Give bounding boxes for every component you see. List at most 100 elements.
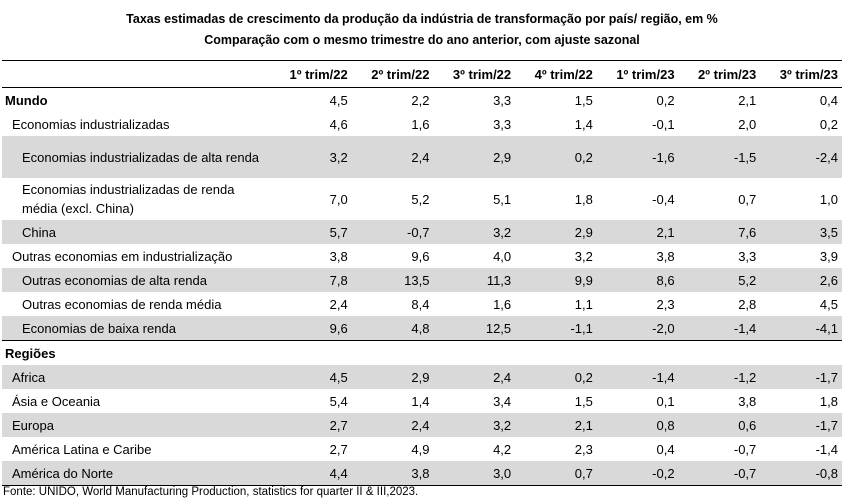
table-row: América do Norte 4,4 3,8 3,0 0,7 -0,2 -0,7 -0,8 — [2, 461, 842, 486]
value-cell: 8,4 — [411, 296, 430, 312]
table-row: Mundo 4,5 2,2 3,3 1,5 0,2 2,1 0,4 — [2, 88, 842, 113]
value-cell — [270, 340, 352, 365]
table-row: Economias de baixa renda 9,6 4,8 12,5 -1,1 -2… — [2, 316, 842, 341]
value-cell: 2,0 — [738, 116, 757, 132]
value-cell: 1,6 — [411, 116, 430, 132]
value-cell: 1,6 — [493, 296, 512, 312]
column-header: 3º trim/22 — [452, 66, 512, 82]
value-cell: 0,6 — [678, 413, 761, 437]
value-cell: 5,7 — [270, 220, 352, 244]
value-cell: 3,3 — [493, 92, 512, 108]
value-cell: 1,1 — [574, 296, 593, 312]
row-label: Outras economias em industrialização — [12, 248, 233, 264]
value-cell: 3,8 — [329, 248, 348, 264]
table-title: Taxas estimadas de crescimento da produç… — [126, 12, 718, 26]
value-cell: 2,7 — [329, 441, 348, 457]
row-label: Economias industrializadas de alta renda — [2, 136, 271, 178]
row-label: Regiões — [2, 340, 271, 365]
value-cell: 4,2 — [493, 441, 512, 457]
value-cell: 3,2 — [574, 248, 593, 264]
value-cell: 4,8 — [351, 316, 434, 341]
value-cell: 0,4 — [819, 92, 838, 108]
value-cell: 0,7 — [738, 191, 757, 207]
table-subtitle: Comparação com o mesmo trimestre do ano … — [204, 33, 640, 47]
value-cell: 1,8 — [819, 393, 838, 409]
value-cell: 2,1 — [738, 92, 757, 108]
value-cell: 3,8 — [656, 248, 675, 264]
value-cell — [596, 340, 679, 365]
value-cell: 3,0 — [433, 461, 516, 486]
value-cell: 2,3 — [574, 441, 593, 457]
value-cell: 0,2 — [515, 365, 597, 389]
growth-table: 1º trim/22 2º trim/22 3º trim/22 4º trim… — [2, 60, 842, 486]
value-cell: 3,2 — [433, 413, 516, 437]
value-cell: 8,6 — [596, 268, 679, 292]
row-label: Africa — [2, 365, 271, 389]
value-cell: 0,2 — [515, 136, 597, 178]
row-label: América Latina e Caribe — [12, 441, 152, 457]
value-cell — [515, 340, 597, 365]
value-cell: 2,1 — [596, 220, 679, 244]
column-header: 1º trim/23 — [616, 66, 675, 82]
table-row: Economias industrializadas 4,6 1,6 3,3 1,4 -0… — [2, 112, 842, 136]
value-cell: 2,4 — [351, 413, 434, 437]
row-label: América do Norte — [2, 461, 271, 486]
column-header: 2º trim/22 — [371, 66, 430, 82]
value-cell: -0,8 — [760, 461, 842, 486]
value-cell: -1,4 — [596, 365, 679, 389]
table-row: Outras economias em industrialização 3,8 9… — [2, 244, 842, 268]
value-cell: 9,6 — [411, 248, 430, 264]
table-row: Economias industrializadas de renda médi… — [2, 178, 842, 220]
value-cell: 3,8 — [351, 461, 434, 486]
value-cell: 3,5 — [760, 220, 842, 244]
value-cell: 3,9 — [819, 248, 838, 264]
row-label: Economias industrializadas — [12, 116, 170, 132]
table-row: Africa 4,5 2,9 2,4 0,2 -1,4 -1,2 -1,7 — [2, 365, 842, 389]
header-row: 1º trim/22 2º trim/22 3º trim/22 4º trim… — [2, 60, 842, 88]
value-cell: 0,2 — [656, 92, 675, 108]
row-label: Outras economias de renda média — [22, 296, 222, 312]
value-cell: 1,5 — [574, 393, 593, 409]
value-cell: 2,9 — [515, 220, 597, 244]
value-cell: 2,7 — [270, 413, 352, 437]
value-cell: -1,7 — [760, 413, 842, 437]
value-cell: 2,3 — [656, 296, 675, 312]
value-cell: -1,6 — [596, 136, 679, 178]
value-cell: 3,2 — [433, 220, 516, 244]
value-cell: 5,4 — [329, 393, 348, 409]
value-cell: 5,1 — [493, 191, 512, 207]
row-label: Europa — [2, 413, 271, 437]
value-cell: -0,7 — [678, 461, 761, 486]
row-label: Outras economias de alta renda — [2, 268, 271, 292]
value-cell: -1,4 — [678, 316, 761, 341]
value-cell: -0,7 — [733, 441, 757, 457]
value-cell: -1,7 — [760, 365, 842, 389]
value-cell: 4,9 — [411, 441, 430, 457]
table-row: Regiões — [2, 340, 842, 365]
value-cell: -0,7 — [351, 220, 434, 244]
value-cell: 4,5 — [270, 365, 352, 389]
value-cell: 1,4 — [574, 116, 593, 132]
value-cell: 7,0 — [329, 191, 348, 207]
value-cell: 11,3 — [433, 268, 516, 292]
value-cell: -1,2 — [678, 365, 761, 389]
row-label: Ásia e Oceania — [12, 393, 101, 409]
row-label: China — [2, 220, 271, 244]
value-cell: 2,4 — [351, 136, 434, 178]
value-cell: 4,6 — [329, 116, 348, 132]
value-cell: 0,1 — [656, 393, 675, 409]
value-cell: 1,5 — [574, 92, 593, 108]
value-cell: 2,2 — [411, 92, 430, 108]
column-header: 4º trim/22 — [534, 66, 593, 82]
header-label-cell — [2, 61, 270, 88]
value-cell: 12,5 — [433, 316, 516, 341]
value-cell: 1,4 — [411, 393, 430, 409]
column-header: 3º trim/23 — [779, 66, 838, 82]
table-row: China 5,7 -0,7 3,2 2,9 2,1 7,6 3,5 — [2, 220, 842, 244]
table-row: Ásia e Oceania 5,4 1,4 3,4 1,5 0,1 3,8 1,8 — [2, 389, 842, 413]
value-cell: 13,5 — [351, 268, 434, 292]
value-cell: -2,0 — [596, 316, 679, 341]
row-label: Economias industrializadas de renda médi… — [22, 182, 235, 216]
table-row: Economias industrializadas de alta renda… — [2, 136, 842, 178]
